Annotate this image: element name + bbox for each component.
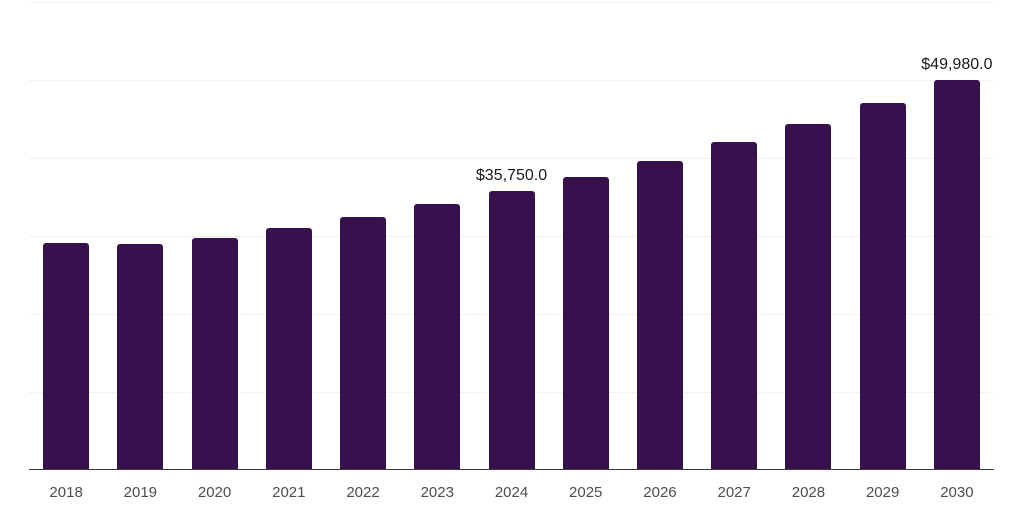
bar-2029 (859, 103, 906, 470)
gridline-40000 (29, 158, 994, 159)
bar-2020 (191, 237, 238, 470)
data-label-2030: $49,980.0 (921, 56, 993, 74)
gridline-60000 (29, 2, 994, 3)
bar-2028 (785, 124, 832, 470)
x-tick-2021: 2021 (272, 484, 306, 501)
x-tick-2027: 2027 (717, 484, 751, 501)
bar-2021 (265, 228, 312, 470)
bar-2024 (488, 191, 535, 470)
x-tick-2022: 2022 (346, 484, 380, 501)
bar-2022 (340, 216, 387, 470)
bar-2023 (414, 204, 461, 470)
bar-2018 (43, 243, 90, 470)
x-tick-2020: 2020 (197, 484, 232, 501)
x-tick-2019: 2019 (123, 484, 158, 501)
x-tick-2030: 2030 (940, 484, 974, 501)
x-tick-2025: 2025 (569, 484, 603, 501)
x-axis-line (29, 468, 994, 471)
x-tick-2018: 2018 (49, 484, 83, 501)
data-label-2024: $35,750.0 (475, 167, 548, 185)
x-tick-2024: 2024 (494, 484, 529, 501)
bar-2026 (636, 160, 683, 470)
bar-2019 (117, 244, 164, 470)
x-tick-2026: 2026 (643, 484, 677, 501)
gridline-50000 (29, 80, 994, 81)
bar-2027 (711, 142, 758, 470)
x-tick-2023: 2023 (420, 484, 454, 501)
x-tick-2029: 2029 (865, 484, 900, 501)
bar-2025 (562, 176, 609, 470)
x-tick-2028: 2028 (791, 484, 826, 501)
bar-2030 (933, 80, 980, 470)
